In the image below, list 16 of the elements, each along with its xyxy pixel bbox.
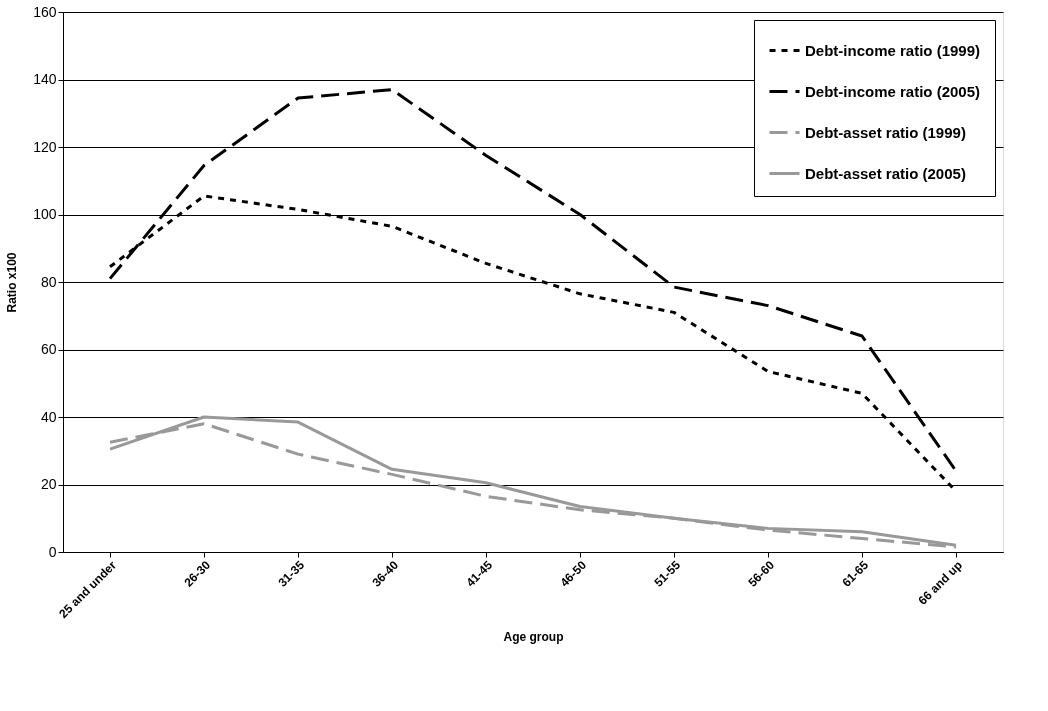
y-tick-label: 60 xyxy=(40,341,57,357)
y-axis-title: Ratio x100 xyxy=(5,252,20,313)
y-tick-label: 100 xyxy=(33,206,57,222)
y-tick-label: 120 xyxy=(33,138,57,155)
x-axis-title: Age group xyxy=(503,630,564,645)
y-tick-label: 0 xyxy=(48,543,57,560)
y-tick-label: 80 xyxy=(40,273,57,290)
y-tick-label: 20 xyxy=(40,476,57,492)
legend-label: Debt-income ratio (2005) xyxy=(805,82,981,100)
x-tick-label: 66 and up xyxy=(915,558,965,608)
y-tick-label: 160 xyxy=(33,3,57,20)
y-tick-label: 40 xyxy=(40,408,57,425)
legend-label: Debt-asset ratio (2005) xyxy=(805,164,966,182)
legend-label: Debt-income ratio (1999) xyxy=(805,41,981,59)
y-tick-label: 140 xyxy=(33,71,57,87)
legend-label: Debt-asset ratio (1999) xyxy=(805,123,966,141)
